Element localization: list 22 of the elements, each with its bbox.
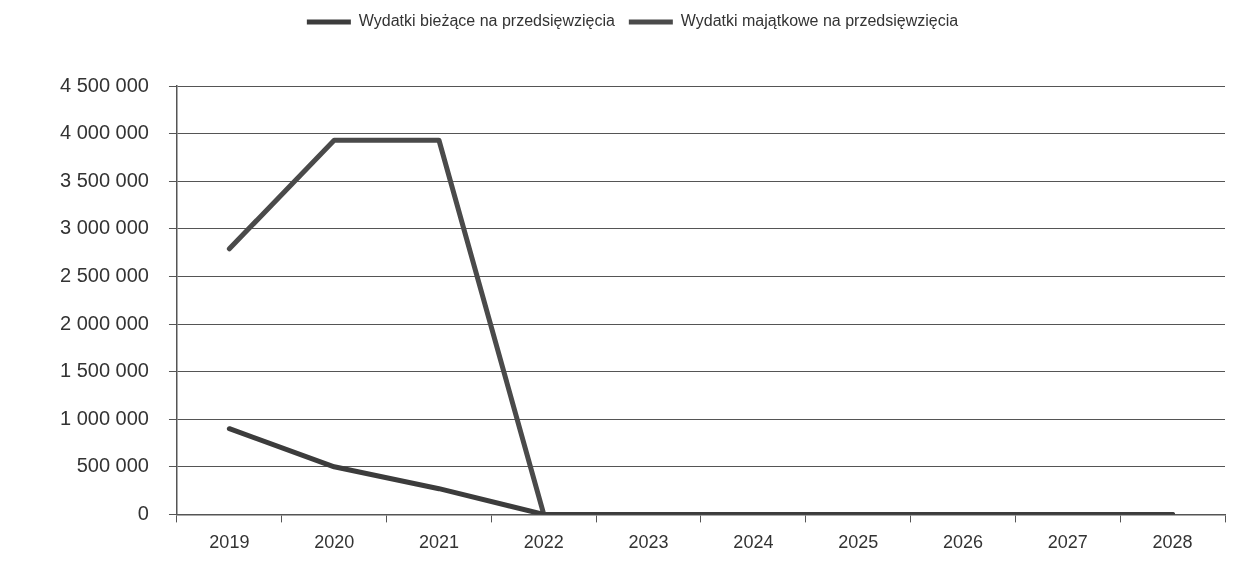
y-tick-label: 2 000 000: [59, 311, 149, 334]
x-tick-label: 2023: [628, 532, 669, 553]
x-tick-label: 2027: [1047, 532, 1088, 553]
x-tick-label: 2028: [1152, 532, 1193, 553]
legend-label: Wydatki majątkowe na przedsięwzięcia: [680, 12, 959, 30]
x-tick-label: 2024: [733, 532, 774, 553]
x-tick-label: 2022: [523, 532, 564, 553]
x-tick-label: 2025: [838, 532, 879, 553]
y-tick-label: 500 000: [76, 454, 149, 477]
y-tick-label: 0: [137, 501, 149, 524]
y-tick-label: 4 500 000: [59, 73, 149, 96]
y-tick-label: 2 500 000: [59, 263, 149, 286]
y-tick-label: 3 000 000: [59, 216, 149, 239]
y-tick-label: 1 000 000: [59, 406, 149, 429]
y-tick-label: 1 500 000: [59, 359, 149, 382]
x-tick-label: 2021: [418, 532, 459, 553]
x-tick-label: 2020: [314, 532, 355, 553]
y-tick-label: 4 000 000: [59, 121, 149, 144]
x-tick-label: 2026: [942, 532, 984, 553]
y-tick-label: 3 500 000: [59, 168, 149, 191]
legend-label: Wydatki bieżące na przedsięwzięcia: [358, 12, 615, 30]
x-tick-label: 2019: [209, 532, 250, 553]
